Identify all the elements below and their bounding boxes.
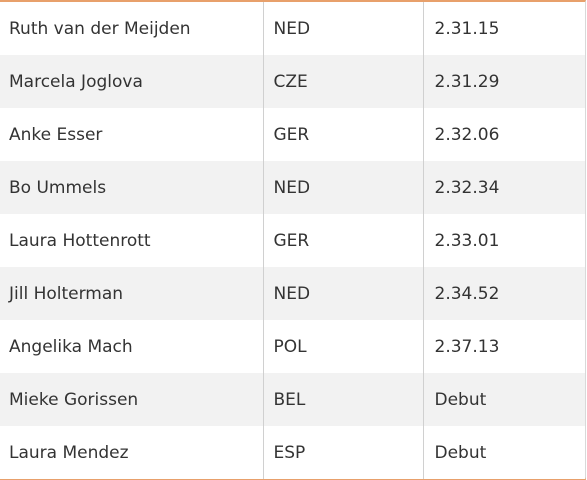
country-cell: BEL <box>262 373 423 426</box>
table-row: Bo Ummels NED 2.32.34 <box>0 161 585 214</box>
time-cell: Debut <box>422 426 585 479</box>
athlete-name-cell: Laura Hottenrott <box>0 214 263 267</box>
country-cell: NED <box>262 2 423 55</box>
table-row: Angelika Mach POL 2.37.13 <box>0 320 585 373</box>
athlete-name-cell: Jill Holterman <box>0 267 263 320</box>
table-row: Mieke Gorissen BEL Debut <box>0 373 585 426</box>
table-row: Laura Mendez ESP Debut <box>0 426 585 479</box>
athlete-name-cell: Anke Esser <box>0 108 263 161</box>
table-row: Jill Holterman NED 2.34.52 <box>0 267 585 320</box>
country-cell: GER <box>262 108 423 161</box>
time-cell: 2.32.06 <box>422 108 585 161</box>
athlete-name-cell: Laura Mendez <box>0 426 263 479</box>
time-cell: 2.31.15 <box>422 2 585 55</box>
time-cell: 2.34.52 <box>422 267 585 320</box>
athlete-name-cell: Marcela Joglova <box>0 55 263 108</box>
country-cell: NED <box>262 161 423 214</box>
country-cell: NED <box>262 267 423 320</box>
country-cell: POL <box>262 320 423 373</box>
athlete-name-cell: Bo Ummels <box>0 161 263 214</box>
athlete-name-cell: Mieke Gorissen <box>0 373 263 426</box>
table-row: Anke Esser GER 2.32.06 <box>0 108 585 161</box>
athlete-name-cell: Ruth van der Meijden <box>0 2 263 55</box>
time-cell: Debut <box>422 373 585 426</box>
athlete-name-cell: Angelika Mach <box>0 320 263 373</box>
country-cell: GER <box>262 214 423 267</box>
table-row: Marcela Joglova CZE 2.31.29 <box>0 55 585 108</box>
time-cell: 2.33.01 <box>422 214 585 267</box>
country-cell: CZE <box>262 55 423 108</box>
time-cell: 2.31.29 <box>422 55 585 108</box>
country-cell: ESP <box>262 426 423 479</box>
table-row: Laura Hottenrott GER 2.33.01 <box>0 214 585 267</box>
table-row: Ruth van der Meijden NED 2.31.15 <box>0 2 585 55</box>
time-cell: 2.32.34 <box>422 161 585 214</box>
time-cell: 2.37.13 <box>422 320 585 373</box>
